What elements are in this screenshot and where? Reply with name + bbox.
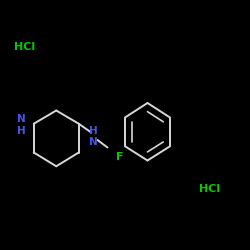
Text: F: F	[116, 152, 124, 162]
Text: H: H	[89, 126, 98, 136]
Text: N: N	[17, 114, 26, 124]
Text: N: N	[89, 137, 98, 147]
Text: HCl: HCl	[200, 184, 220, 194]
Text: H: H	[17, 126, 26, 136]
Text: HCl: HCl	[14, 42, 36, 52]
